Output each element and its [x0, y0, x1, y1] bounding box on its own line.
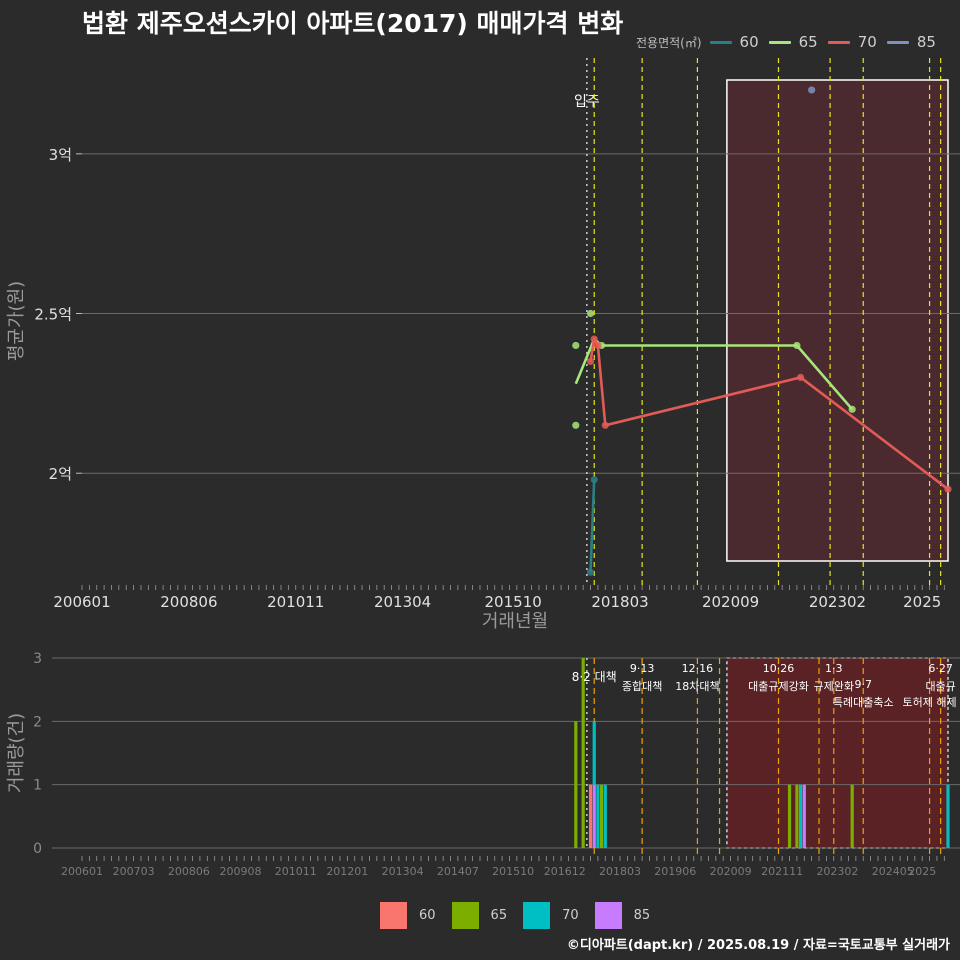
volume-x-tick-label: 201011 — [275, 865, 317, 878]
volume-legend-item-70: 70 — [523, 901, 579, 929]
volume-y-tick-label: 1 — [33, 778, 42, 794]
volume-x-tick-label: 201304 — [382, 865, 424, 878]
volume-highlight-period — [726, 657, 949, 849]
price-legend-item-70: 70 — [827, 33, 877, 51]
volume-annotation-date: 1·3 — [825, 662, 843, 675]
volume-bar-65 — [850, 784, 854, 848]
volume-x-tick-label: 202009 — [710, 865, 752, 878]
volume-annotation-date: 12·16 — [682, 662, 714, 675]
volume-y-axis-title: 거래량(건) — [6, 713, 27, 793]
price-highlight-period — [726, 79, 949, 562]
volume-bar-65 — [600, 784, 604, 848]
price-x-tick-label: 201803 — [591, 593, 648, 611]
volume-annotation-text: 대출규제강화 — [748, 680, 809, 693]
volume-y-tick-label: 0 — [33, 841, 42, 857]
volume-legend-item-65: 65 — [451, 901, 507, 929]
volume-bar-85 — [592, 784, 596, 848]
volume-x-tick-label: 200703 — [113, 865, 155, 878]
source-caption: ©디아파트(dapt.kr) / 2025.08.19 / 자료=국토교통부 실… — [566, 938, 950, 953]
volume-bar-70 — [798, 784, 803, 848]
price-point-65 — [586, 309, 595, 318]
volume-x-tick-label: 201201 — [326, 865, 368, 878]
price-x-tick-label: 2025 — [903, 593, 941, 611]
price-x-axis-title: 거래년월 — [482, 611, 548, 632]
price-point-65 — [572, 421, 580, 429]
price-point-70 — [796, 373, 805, 381]
volume-annotation-date: 10·26 — [763, 662, 795, 675]
price-point-65 — [572, 341, 580, 350]
volume-y-tick-label: 3 — [33, 651, 42, 667]
price-legend-title: 전용면적(㎡) — [636, 35, 702, 50]
volume-legend-item-85: 85 — [594, 901, 650, 929]
volume-y-tick-label: 2 — [33, 714, 42, 730]
volume-legend: 60 65 70 85 — [380, 901, 666, 929]
volume-bar-65 — [795, 784, 799, 848]
volume-annotation-text: 8·2 대책 — [572, 669, 617, 684]
volume-bar-70 — [596, 784, 600, 848]
volume-annotation-text: 규제완화 — [814, 680, 854, 693]
price-line-70 — [589, 337, 949, 491]
volume-x-tick-label: 202302 — [816, 865, 858, 878]
volume-x-tick-label: 200806 — [168, 865, 210, 878]
volume-x-tick-label: 201612 — [544, 865, 586, 878]
volume-x-tick-label: 200601 — [61, 865, 103, 878]
volume-x-tick-label: 202111 — [761, 865, 803, 878]
price-point-60 — [590, 476, 598, 484]
price-y-axis-title: 평균가(원) — [6, 281, 27, 361]
volume-annotation-date: 9·13 — [630, 662, 655, 675]
volume-bar-65 — [574, 721, 578, 848]
price-point-85 — [808, 86, 816, 94]
volume-x-tick-label: 202405 — [872, 865, 914, 878]
price-point-60 — [586, 568, 595, 576]
volume-annotation-text: 종합대책 — [622, 680, 662, 693]
price-point-70 — [944, 485, 952, 493]
volume-bar-70 — [603, 784, 607, 848]
price-x-tick-label: 201510 — [485, 593, 542, 611]
price-x-tick-label: 200806 — [160, 593, 217, 611]
price-x-tick-label: 202009 — [702, 593, 759, 611]
volume-annotation-text: 특례대출축소 — [833, 696, 894, 709]
volume-x-tick-label: 201407 — [437, 865, 479, 878]
price-point-70 — [601, 421, 609, 429]
volume-annotation-text: 토허제 해제 — [903, 695, 957, 709]
volume-legend-item-60: 60 — [380, 901, 436, 929]
volume-annotation-text: 18차대책 — [675, 680, 719, 693]
price-y-tick-label: 2억 — [49, 465, 72, 483]
price-legend-item-65: 65 — [768, 33, 818, 51]
price-x-tick-label: 201011 — [267, 593, 324, 611]
price-point-70 — [594, 341, 602, 350]
volume-annotation-text: 대출규 — [925, 680, 955, 693]
price-legend-item-85: 85 — [886, 33, 936, 51]
price-legend: 전용면적(㎡) 60 65 70 85 — [636, 31, 946, 53]
volume-bar-85 — [802, 784, 806, 848]
price-point-65 — [793, 341, 801, 350]
move-in-label: 입주 — [574, 94, 600, 110]
volume-x-tick-label: 201510 — [492, 865, 534, 878]
price-point-70 — [586, 357, 595, 366]
volume-x-tick-label: 200908 — [219, 865, 261, 878]
volume-annotation-date: 9·7 — [854, 678, 872, 691]
price-point-65 — [848, 405, 856, 413]
price-x-tick-label: 201304 — [374, 593, 431, 611]
volume-x-tick-label: 201906 — [654, 865, 696, 878]
price-point-70 — [590, 335, 598, 343]
volume-bar-65 — [581, 658, 585, 848]
volume-bar-70 — [592, 721, 596, 785]
volume-annotation-date: 6·27 — [928, 662, 953, 675]
price-x-tick-label: 202302 — [809, 593, 866, 611]
chart-title: 법환 제주오션스카이 아파트(2017) 매매가격 변화 — [82, 9, 624, 38]
price-x-tick-label: 200601 — [53, 593, 110, 611]
volume-x-tick-label: 201803 — [599, 865, 641, 878]
price-y-tick-label: 2.5억 — [34, 306, 72, 324]
price-y-tick-label: 3억 — [49, 146, 72, 164]
volume-bar-70 — [946, 784, 950, 848]
volume-x-tick-label: 2025 — [908, 865, 936, 878]
volume-bar-60 — [588, 784, 593, 848]
price-line-60 — [589, 479, 596, 573]
price-legend-item-60: 60 — [709, 33, 759, 51]
volume-bar-65 — [787, 784, 792, 848]
